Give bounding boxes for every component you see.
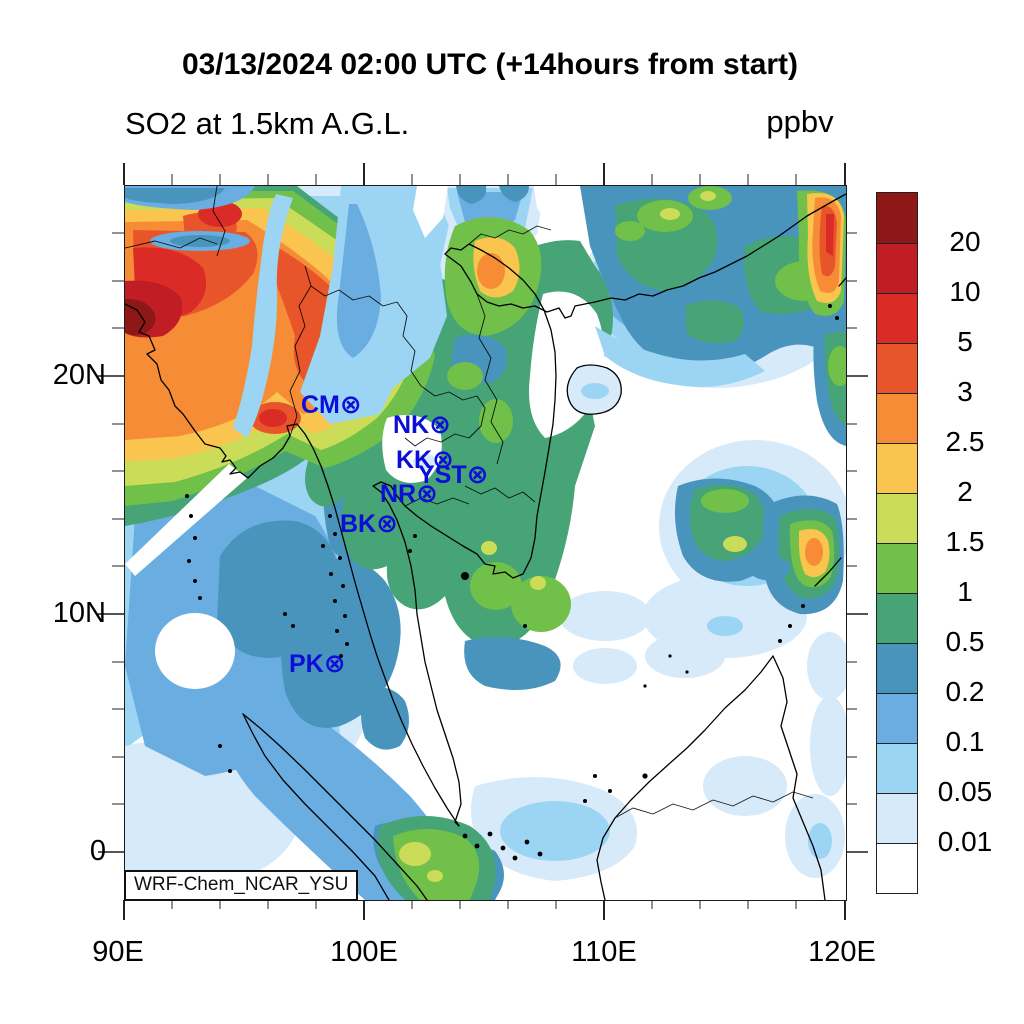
- colorbar-cell: [877, 593, 917, 643]
- colorbar-cell: [877, 393, 917, 443]
- station-label: YST: [418, 461, 467, 489]
- colorbar-label: 5: [957, 326, 973, 357]
- station-marker-icon: ⊗: [429, 409, 451, 439]
- station-PK: PK⊗: [289, 649, 346, 678]
- colorbar-cell: [877, 193, 917, 243]
- colorbar-cell: [877, 293, 917, 343]
- y-tick-0: 0: [89, 835, 106, 867]
- colorbar-label: 20: [949, 226, 981, 257]
- x-tick-100E: 100E: [330, 936, 398, 968]
- model-tag-box: WRF-Chem_NCAR_YSU: [124, 870, 359, 901]
- station-marker-icon: ⊗: [466, 459, 489, 489]
- map-panel: CM⊗ NK⊗ KK⊗ YST⊗ NR⊗ BK⊗ PK⊗ WRF-Chem_NC…: [124, 185, 847, 901]
- station-marker-icon: ⊗: [323, 648, 346, 678]
- colorbar-cell: [877, 493, 917, 543]
- colorbar-label: 0.5: [945, 626, 985, 657]
- colorbar-label: 0.01: [937, 826, 993, 857]
- y-tick-10N: 10N: [52, 597, 106, 629]
- station-BK: BK⊗: [340, 509, 398, 538]
- units-label: ppbv: [766, 104, 834, 139]
- colorbar-label: 0.1: [945, 726, 985, 757]
- x-tick-90E: 90E: [92, 936, 144, 968]
- colorbar-cell: [877, 793, 917, 843]
- colorbar: [876, 192, 918, 894]
- colorbar-label: 1.5: [945, 526, 985, 557]
- small-islands: [185, 304, 839, 861]
- colorbar-cell: [877, 343, 917, 393]
- colorbar-cell: [877, 443, 917, 493]
- station-label: KK: [396, 446, 433, 474]
- station-NR: NR⊗: [380, 479, 438, 508]
- station-label: PK: [289, 650, 324, 678]
- station-label: NK: [393, 411, 430, 439]
- colorbar-label: 2.5: [945, 426, 985, 457]
- y-tick-20N: 20N: [52, 359, 106, 391]
- station-YST: YST⊗: [418, 460, 488, 489]
- colorbar-label: 1: [957, 576, 973, 607]
- variable-label: SO2 at 1.5km A.G.L.: [125, 106, 410, 141]
- colorbar-cell: [877, 843, 917, 893]
- colorbar-label: 0.2: [945, 676, 985, 707]
- station-NK: NK⊗: [393, 410, 451, 439]
- colorbar-label: 2: [957, 476, 973, 507]
- colorbar-cell: [877, 693, 917, 743]
- colorbar-label: 10: [949, 276, 981, 307]
- colorbar-cell: [877, 643, 917, 693]
- x-tick-110E: 110E: [571, 936, 637, 968]
- station-marker-icon: ⊗: [432, 444, 454, 474]
- so2-concentration-field: [125, 186, 846, 900]
- colorbar-label: 3: [957, 376, 973, 407]
- station-CM: CM⊗: [301, 390, 362, 419]
- station-marker-icon: ⊗: [376, 508, 398, 538]
- colorbar-cell: [877, 743, 917, 793]
- station-label: CM: [301, 391, 340, 419]
- station-label: BK: [340, 510, 377, 538]
- colorbar-cell: [877, 243, 917, 293]
- station-marker-icon: ⊗: [416, 478, 438, 508]
- colorbar-label: 0.05: [937, 776, 993, 807]
- station-label: NR: [380, 480, 417, 508]
- station-marker-icon: ⊗: [339, 389, 362, 419]
- plot-title: 03/13/2024 02:00 UTC (+14hours from star…: [181, 48, 799, 81]
- x-tick-120E: 120E: [808, 936, 876, 968]
- station-KK: KK⊗: [396, 445, 454, 474]
- colorbar-cell: [877, 543, 917, 593]
